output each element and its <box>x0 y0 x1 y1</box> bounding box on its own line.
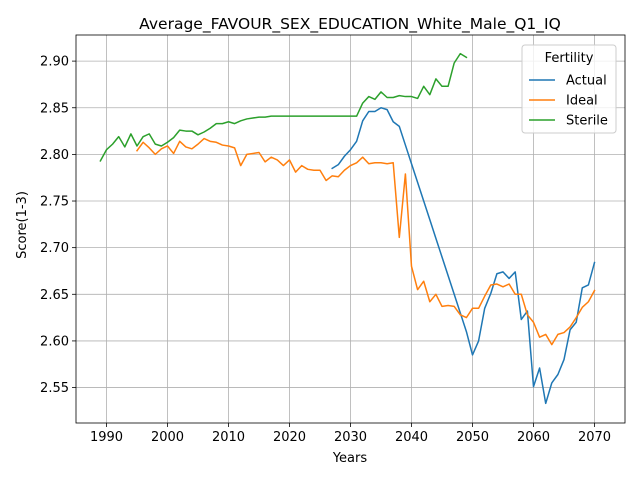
chart-title: Average_FAVOUR_SEX_EDUCATION_White_Male_… <box>139 15 561 34</box>
legend-label-actual: Actual <box>566 74 607 89</box>
y-tick-label: 2.90 <box>40 55 69 70</box>
series-line-ideal <box>135 137 596 346</box>
legend-label-sterile: Sterile <box>566 114 608 129</box>
series-layer <box>99 52 596 405</box>
x-tick-label: 2030 <box>334 430 367 445</box>
x-axis: 1990 2000 2010 2020 2030 2040 2050 2060 2070 <box>90 423 611 445</box>
x-tick-label: 2070 <box>578 430 611 445</box>
x-tick-label: 2060 <box>517 430 550 445</box>
y-tick-label: 2.85 <box>40 101 69 116</box>
y-tick-label: 2.75 <box>40 195 69 210</box>
x-tick-label: 2010 <box>212 430 245 445</box>
grid <box>76 35 625 423</box>
x-tick-label: 1990 <box>90 430 123 445</box>
y-tick-label: 2.60 <box>40 334 69 349</box>
y-tick-label: 2.65 <box>40 288 69 303</box>
y-tick-label: 2.70 <box>40 241 69 256</box>
x-tick-label: 2000 <box>151 430 184 445</box>
legend-title: Fertility <box>545 51 594 66</box>
y-axis: 2.55 2.60 2.65 2.70 2.75 2.80 2.85 2.90 <box>40 55 76 396</box>
x-axis-label: Years <box>332 451 368 466</box>
y-tick-label: 2.80 <box>40 148 69 163</box>
y-axis-label: Score(1-3) <box>15 191 30 259</box>
x-tick-label: 2020 <box>273 430 306 445</box>
legend: Fertility Actual Ideal Sterile <box>521 44 617 134</box>
x-tick-label: 2040 <box>395 430 428 445</box>
legend-box <box>521 44 617 134</box>
legend-label-ideal: Ideal <box>566 94 598 109</box>
y-tick-label: 2.55 <box>40 381 69 396</box>
series-line-sterile <box>99 52 468 162</box>
x-tick-label: 2050 <box>456 430 489 445</box>
series-line-actual <box>331 107 596 405</box>
